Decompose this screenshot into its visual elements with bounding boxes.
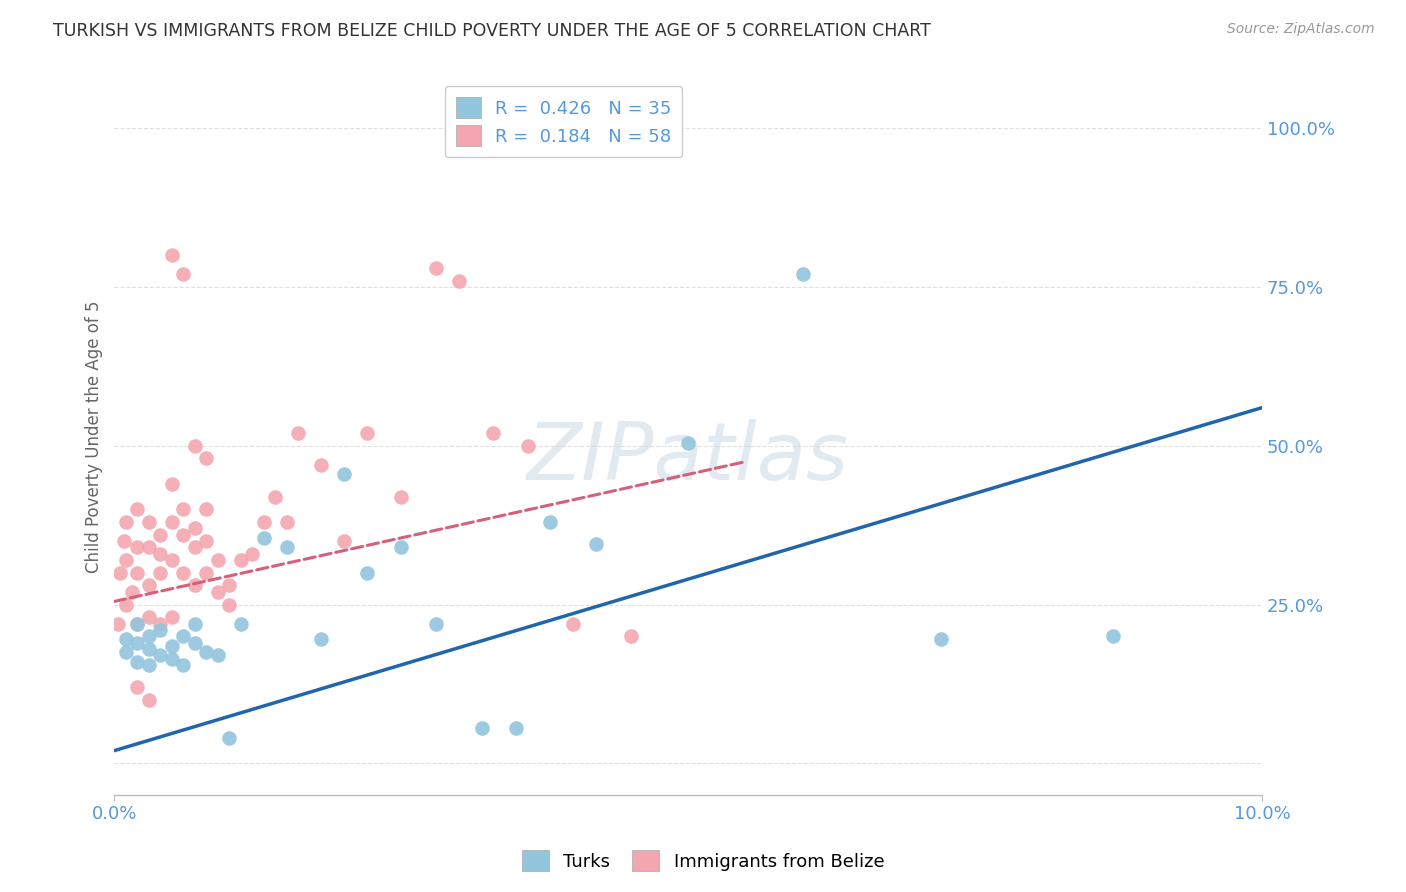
Point	[149, 623, 172, 637]
Point	[149, 547, 172, 561]
Point	[585, 537, 607, 551]
Point	[149, 527, 172, 541]
Point	[562, 616, 585, 631]
Point	[333, 534, 356, 549]
Point	[115, 515, 138, 529]
Point	[218, 578, 240, 592]
Point	[108, 566, 131, 580]
Point	[138, 610, 160, 624]
Point	[172, 657, 194, 672]
Point	[138, 642, 160, 657]
Point	[792, 268, 814, 282]
Point	[138, 657, 160, 672]
Text: Source: ZipAtlas.com: Source: ZipAtlas.com	[1227, 22, 1375, 37]
Point	[127, 616, 149, 631]
Point	[184, 635, 207, 649]
Point	[184, 439, 207, 453]
Point	[229, 553, 252, 567]
Point	[218, 731, 240, 745]
Point	[112, 534, 135, 549]
Point	[172, 527, 194, 541]
Point	[160, 610, 183, 624]
Point	[356, 426, 378, 441]
Point	[309, 458, 332, 472]
Point	[229, 616, 252, 631]
Legend: Turks, Immigrants from Belize: Turks, Immigrants from Belize	[515, 843, 891, 879]
Point	[540, 515, 562, 529]
Point	[138, 515, 160, 529]
Point	[929, 632, 952, 647]
Point	[471, 722, 494, 736]
Point	[160, 476, 183, 491]
Point	[309, 632, 332, 647]
Point	[127, 541, 149, 555]
Point	[184, 616, 207, 631]
Text: ZIPatlas: ZIPatlas	[527, 418, 849, 497]
Point	[149, 648, 172, 663]
Point	[127, 566, 149, 580]
Point	[240, 547, 263, 561]
Point	[505, 722, 527, 736]
Point	[252, 531, 274, 545]
Point	[276, 515, 298, 529]
Point	[127, 616, 149, 631]
Point	[127, 655, 149, 669]
Point	[218, 598, 240, 612]
Point	[516, 439, 538, 453]
Point	[172, 502, 194, 516]
Point	[138, 578, 160, 592]
Point	[389, 541, 412, 555]
Point	[115, 598, 138, 612]
Point	[138, 541, 160, 555]
Point	[127, 502, 149, 516]
Point	[287, 426, 309, 441]
Y-axis label: Child Poverty Under the Age of 5: Child Poverty Under the Age of 5	[86, 300, 103, 573]
Point	[207, 648, 229, 663]
Point	[195, 645, 218, 659]
Point	[447, 274, 470, 288]
Point	[107, 616, 129, 631]
Point	[425, 260, 447, 275]
Point	[195, 566, 218, 580]
Point	[115, 645, 138, 659]
Point	[184, 541, 207, 555]
Point	[172, 629, 194, 643]
Legend: R =  0.426   N = 35, R =  0.184   N = 58: R = 0.426 N = 35, R = 0.184 N = 58	[444, 87, 682, 157]
Point	[172, 566, 194, 580]
Point	[195, 502, 218, 516]
Point	[149, 616, 172, 631]
Point	[172, 268, 194, 282]
Point	[676, 435, 699, 450]
Point	[389, 490, 412, 504]
Point	[121, 585, 143, 599]
Point	[195, 451, 218, 466]
Point	[138, 693, 160, 707]
Point	[482, 426, 505, 441]
Point	[127, 635, 149, 649]
Point	[276, 541, 298, 555]
Point	[160, 639, 183, 653]
Point	[356, 566, 378, 580]
Point	[149, 566, 172, 580]
Point	[252, 515, 274, 529]
Point	[264, 490, 287, 504]
Point	[207, 585, 229, 599]
Point	[1101, 629, 1123, 643]
Point	[115, 553, 138, 567]
Point	[425, 616, 447, 631]
Point	[195, 534, 218, 549]
Point	[160, 651, 183, 665]
Text: TURKISH VS IMMIGRANTS FROM BELIZE CHILD POVERTY UNDER THE AGE OF 5 CORRELATION C: TURKISH VS IMMIGRANTS FROM BELIZE CHILD …	[53, 22, 931, 40]
Point	[115, 632, 138, 647]
Point	[160, 248, 183, 262]
Point	[184, 578, 207, 592]
Point	[333, 467, 356, 482]
Point	[160, 553, 183, 567]
Point	[207, 553, 229, 567]
Point	[620, 629, 643, 643]
Point	[184, 521, 207, 535]
Point	[127, 680, 149, 694]
Point	[160, 515, 183, 529]
Point	[138, 629, 160, 643]
